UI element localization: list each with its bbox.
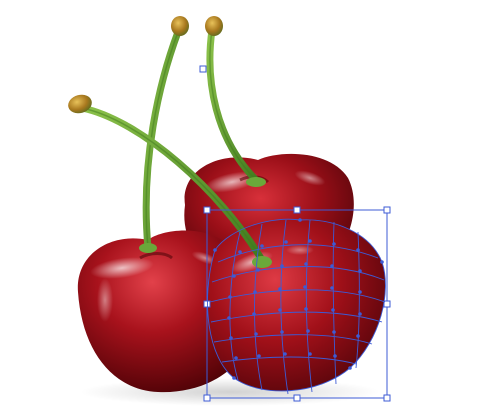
mesh-points [213,218,384,380]
stem-tip [68,94,92,114]
stem-tip [171,16,189,36]
stems [78,26,272,268]
stem-tips [68,16,223,114]
stem-tip [205,16,223,36]
mesh-selection-overlay[interactable] [199,65,391,402]
